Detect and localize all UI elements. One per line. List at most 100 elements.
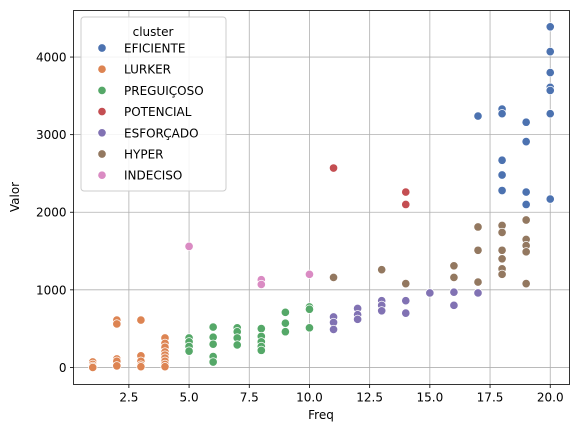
y-tick-label: 0 [59,361,67,375]
legend-box [80,16,227,192]
legend: cluster EFICIENTE LURKER PREGUIÇOSO POTENCI… [80,16,227,192]
scatter-point [328,324,339,334]
scatter-point [401,187,411,197]
scatter-point [401,296,411,306]
scatter-point [497,245,507,255]
legend-label: HYPER [124,148,164,162]
scatter-point [545,109,555,119]
scatter-point [521,117,531,127]
legend-marker [97,128,107,138]
y-tick-label: 2000 [36,206,67,220]
x-tick-label: 15.0 [416,391,443,405]
x-axis-ticks: 2.5 5.0 7.5 10.0 12.5 15.0 17.5 20.0 [119,384,564,405]
x-tick-label: 7.5 [240,391,259,405]
scatter-point [377,306,387,316]
scatter-point [521,187,531,197]
scatter-point [425,288,435,298]
scatter-point [449,272,459,282]
x-tick-label: 20.0 [537,391,564,405]
scatter-point [545,22,555,32]
scatter-point [304,323,315,333]
y-tick-label: 3000 [36,128,67,142]
scatter-point [473,277,483,287]
legend-marker [97,85,107,95]
scatter-point [136,315,146,325]
x-tick-label: 10.0 [296,391,323,405]
scatter-point [545,194,555,204]
scatter-point [497,170,507,180]
scatter-point [304,304,315,314]
legend-marker [97,64,107,74]
scatter-point [280,318,290,328]
scatter-point [88,362,98,373]
legend-marker [97,43,107,53]
scatter-point [353,314,363,324]
x-tick-label: 5.0 [180,391,199,405]
y-tick-label: 4000 [36,51,67,65]
scatter-point [401,308,411,318]
legend-marker [97,149,107,159]
scatter-point [497,254,507,264]
data-points [88,22,555,373]
scatter-point [377,265,387,275]
scatter-point [160,362,170,372]
scatter-point [449,261,459,271]
scatter-point [521,215,531,225]
scatter-point [208,322,218,332]
scatter-point [184,241,194,251]
scatter-point [232,340,242,350]
scatter-point [208,357,218,367]
legend-label: PREGUIÇOSO [124,84,204,98]
scatter-point [497,269,507,279]
scatter-point [328,272,339,282]
scatter-point [545,47,555,57]
scatter-point [401,279,411,289]
scatter-point [497,155,507,165]
scatter-point [497,185,507,196]
scatter-point [328,163,339,173]
scatter-point [545,67,555,78]
scatter-point [521,199,531,210]
scatter-point [304,269,315,279]
scatter-point [449,300,459,310]
legend-label: EFICIENTE [124,42,185,56]
x-tick-label: 2.5 [119,391,138,405]
scatter-point [112,361,122,371]
legend-label: POTENCIAL [124,105,192,119]
legend-title: cluster [133,25,174,39]
scatter-point [256,279,266,289]
scatter-point [545,85,555,95]
scatter-point [497,109,507,119]
scatter-point [256,345,266,355]
scatter-point [497,227,507,237]
scatter-point [473,245,483,255]
legend-label: INDECISO [124,169,182,183]
scatter-point [184,346,194,356]
scatter-point [473,288,483,298]
scatter-point [401,199,411,210]
scatter-point [208,339,218,349]
scatter-point [280,327,290,337]
y-tick-label: 1000 [36,283,67,297]
x-tick-label: 17.5 [477,391,504,405]
scatter-point [136,362,146,372]
scatter-point [449,287,459,297]
x-tick-label: 12.5 [356,391,383,405]
scatter-point [112,319,122,329]
scatter-point [473,222,483,232]
legend-items: EFICIENTE LURKER PREGUIÇOSO POTENCIAL ESFORÇ… [97,42,204,183]
legend-marker [97,107,107,117]
scatter-point [521,137,531,147]
legend-label: ESFORÇADO [124,126,199,140]
scatter-point [473,111,483,121]
legend-label: LURKER [124,63,171,77]
y-axis-ticks: 0 1000 2000 3000 4000 [36,51,74,375]
scatter-point [256,324,266,334]
scatter-point [521,247,531,257]
y-axis-label: Valor [8,182,22,212]
scatter-point [521,279,531,289]
x-axis-label: Freq [308,408,334,422]
plot-frame [73,10,570,385]
scatter-point [280,307,290,317]
